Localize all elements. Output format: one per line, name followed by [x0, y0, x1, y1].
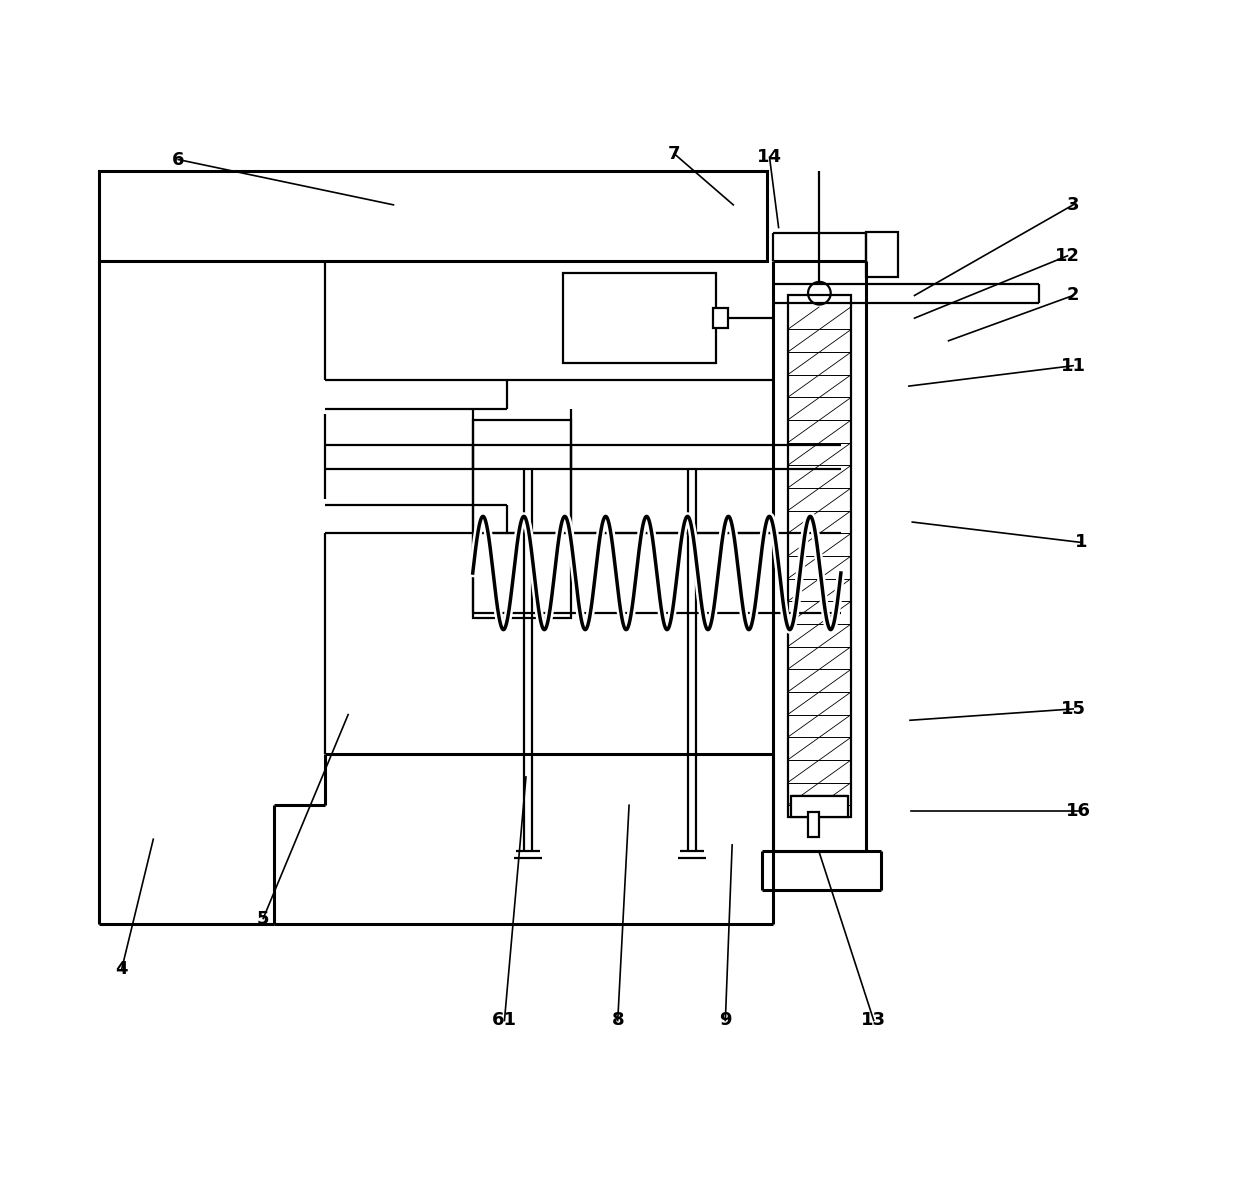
- Text: 14: 14: [758, 149, 782, 166]
- Text: 12: 12: [1055, 247, 1080, 264]
- Text: 61: 61: [492, 1011, 517, 1029]
- Bar: [808, 812, 820, 837]
- Text: 1: 1: [1075, 533, 1087, 551]
- Bar: [866, 232, 898, 277]
- Bar: [563, 273, 717, 363]
- Text: 5: 5: [257, 910, 269, 927]
- Text: 7: 7: [668, 145, 681, 163]
- Text: 9: 9: [719, 1011, 732, 1029]
- Text: 15: 15: [1060, 700, 1086, 717]
- Bar: [791, 796, 848, 817]
- Text: 2: 2: [1066, 287, 1079, 304]
- Text: 16: 16: [1066, 802, 1091, 820]
- Bar: [472, 420, 572, 618]
- Text: 3: 3: [1066, 196, 1079, 214]
- Text: 8: 8: [611, 1011, 624, 1029]
- Text: 6: 6: [172, 151, 185, 169]
- Bar: [787, 295, 851, 817]
- Bar: [713, 308, 728, 328]
- Text: 13: 13: [862, 1011, 887, 1029]
- Bar: [99, 171, 768, 262]
- Text: 11: 11: [1060, 356, 1086, 375]
- Text: 4: 4: [115, 961, 128, 978]
